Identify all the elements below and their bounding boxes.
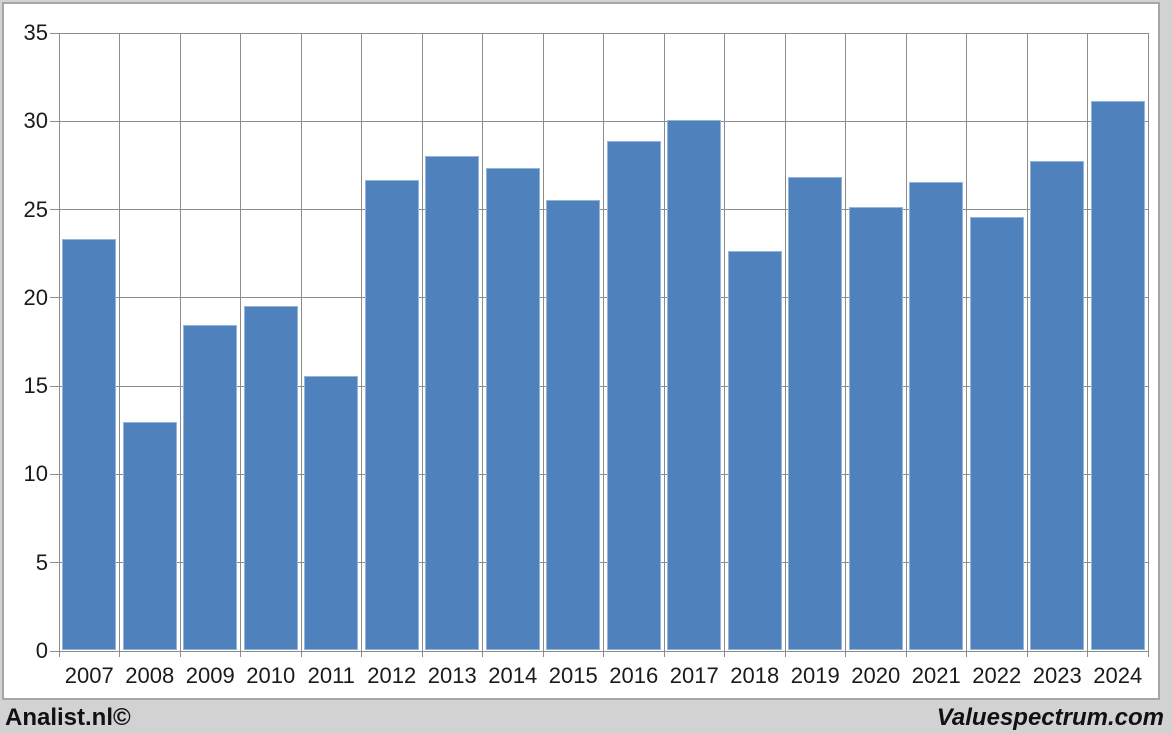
- y-axis-label-20: 20: [23, 284, 48, 310]
- bar-2024: [1090, 100, 1145, 650]
- footer-bar: Analist.nl© Valuespectrum.com: [0, 701, 1172, 734]
- y-tick-15: [50, 385, 62, 387]
- x-gridline-7: [482, 33, 483, 651]
- x-gridline-16: [1026, 33, 1028, 651]
- bar-2008: [122, 422, 177, 650]
- x-gridline-13: [845, 33, 846, 651]
- y-axis-label-30: 30: [23, 108, 48, 134]
- bar-2011: [304, 376, 358, 650]
- x-gridline-2: [179, 33, 181, 651]
- y-tick-5: [50, 562, 62, 564]
- x-tick-2: [179, 651, 181, 657]
- x-tick-9: [603, 651, 604, 657]
- y-axis-label-35: 35: [23, 20, 48, 45]
- bar-2019: [788, 176, 842, 650]
- y-axis-label-25: 25: [23, 196, 48, 222]
- x-axis-label-2020: 2020: [851, 663, 901, 688]
- plot-area: [50, 32, 1149, 657]
- x-axis-label-2014: 2014: [488, 663, 538, 688]
- x-tick-6: [421, 651, 423, 657]
- bar-2017: [667, 120, 721, 650]
- y-tick-25: [50, 209, 62, 211]
- x-axis-label-2008: 2008: [125, 663, 175, 688]
- x-tick-8: [542, 651, 544, 657]
- x-tick-17: [1087, 651, 1088, 657]
- x-gridline-14: [905, 33, 907, 651]
- y-tick-20: [50, 297, 62, 299]
- bar-2016: [606, 141, 661, 650]
- bar-2013: [425, 155, 479, 650]
- x-gridline-1: [119, 33, 120, 651]
- x-gridline-12: [784, 33, 786, 651]
- y-axis-label-0: 0: [35, 638, 48, 663]
- x-gridline-6: [421, 33, 423, 651]
- x-axis-label-2011: 2011: [307, 663, 355, 688]
- x-gridline-18: [1147, 33, 1149, 651]
- y-axis-label-5: 5: [35, 549, 48, 575]
- x-tick-4: [300, 651, 302, 657]
- x-axis-label-2012: 2012: [367, 663, 417, 688]
- bar-2015: [546, 199, 600, 650]
- x-axis-label-2024: 2024: [1093, 663, 1143, 688]
- x-gridline-11: [724, 33, 725, 651]
- x-gridline-15: [966, 33, 967, 651]
- x-gridline-0: [58, 33, 60, 651]
- x-tick-7: [482, 651, 483, 657]
- x-tick-10: [663, 651, 665, 657]
- x-axis-label-2009: 2009: [185, 663, 235, 688]
- x-tick-5: [361, 651, 362, 657]
- y-axis-label-10: 10: [23, 461, 48, 487]
- y-tick-35: [50, 32, 62, 34]
- x-gridline-4: [300, 33, 302, 651]
- x-axis-label-2017: 2017: [669, 663, 719, 688]
- x-gridline-8: [542, 33, 544, 651]
- x-gridline-9: [603, 33, 604, 651]
- bar-2014: [485, 167, 540, 650]
- x-axis-label-2023: 2023: [1032, 663, 1082, 688]
- x-tick-15: [966, 651, 967, 657]
- x-tick-12: [784, 651, 786, 657]
- x-axis-label-2010: 2010: [246, 663, 296, 688]
- bar-2020: [848, 206, 903, 650]
- x-axis-label-2007: 2007: [64, 663, 114, 688]
- x-tick-1: [119, 651, 120, 657]
- x-tick-13: [845, 651, 846, 657]
- footer-right-credit: Valuespectrum.com: [936, 703, 1164, 731]
- footer-left-credit: Analist.nl©: [5, 703, 131, 731]
- x-tick-14: [905, 651, 907, 657]
- bar-2023: [1030, 160, 1084, 650]
- x-gridline-3: [240, 33, 241, 651]
- y-axis-label-15: 15: [23, 373, 48, 399]
- x-tick-0: [58, 651, 60, 657]
- x-axis-label-2021: 2021: [911, 663, 961, 688]
- x-tick-16: [1026, 651, 1028, 657]
- bar-2012: [364, 180, 419, 650]
- x-axis-label-2013: 2013: [427, 663, 477, 688]
- x-gridline-17: [1087, 33, 1088, 651]
- chart-panel: 0 5 10 15 20 25 30 35 2007 2008 2009 2010 2011 2012 2…: [2, 2, 1160, 700]
- x-axis-label-2022: 2022: [972, 663, 1022, 688]
- bar-2018: [727, 250, 782, 650]
- bar-2021: [909, 182, 963, 650]
- bar-2007: [62, 238, 116, 650]
- y-tick-10: [50, 473, 62, 475]
- x-tick-3: [240, 651, 241, 657]
- x-axis-label-2018: 2018: [730, 663, 780, 688]
- x-gridline-10: [663, 33, 665, 651]
- x-gridline-5: [361, 33, 362, 651]
- bar-2010: [243, 305, 298, 650]
- x-axis-label-2016: 2016: [609, 663, 659, 688]
- x-tick-11: [724, 651, 725, 657]
- x-axis-label-2019: 2019: [790, 663, 840, 688]
- x-axis-label-2015: 2015: [548, 663, 598, 688]
- x-tick-18: [1147, 651, 1149, 657]
- y-tick-30: [50, 120, 62, 122]
- bar-2022: [969, 217, 1024, 650]
- bar-2009: [183, 325, 237, 650]
- y-tick-0: [50, 650, 62, 652]
